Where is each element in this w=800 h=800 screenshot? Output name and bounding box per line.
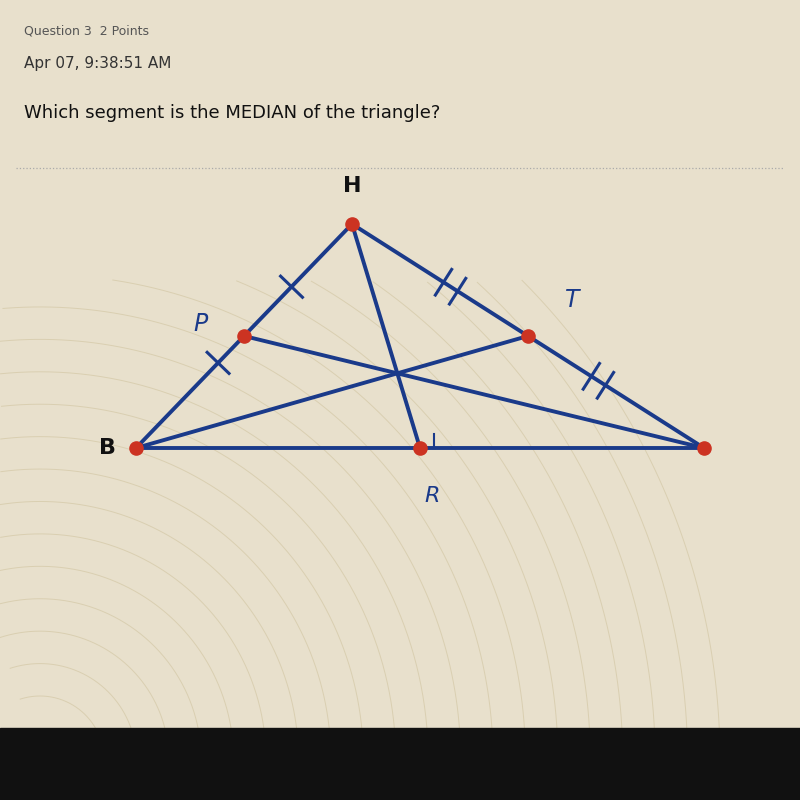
Point	[522, 330, 534, 342]
Text: Question 3  2 Points: Question 3 2 Points	[24, 24, 149, 37]
Point	[414, 442, 426, 454]
Bar	[0, 728, 800, 800]
Text: Apr 07, 9:38:51 AM: Apr 07, 9:38:51 AM	[24, 56, 171, 71]
Text: Which segment is the MEDIAN of the triangle?: Which segment is the MEDIAN of the trian…	[24, 104, 440, 122]
Point	[238, 330, 250, 342]
Point	[130, 442, 142, 454]
Point	[698, 442, 710, 454]
Text: T: T	[565, 288, 579, 312]
Text: R: R	[424, 486, 440, 506]
Text: P: P	[193, 312, 207, 336]
Text: H: H	[342, 176, 362, 196]
Point	[346, 218, 358, 230]
Text: B: B	[99, 438, 116, 458]
